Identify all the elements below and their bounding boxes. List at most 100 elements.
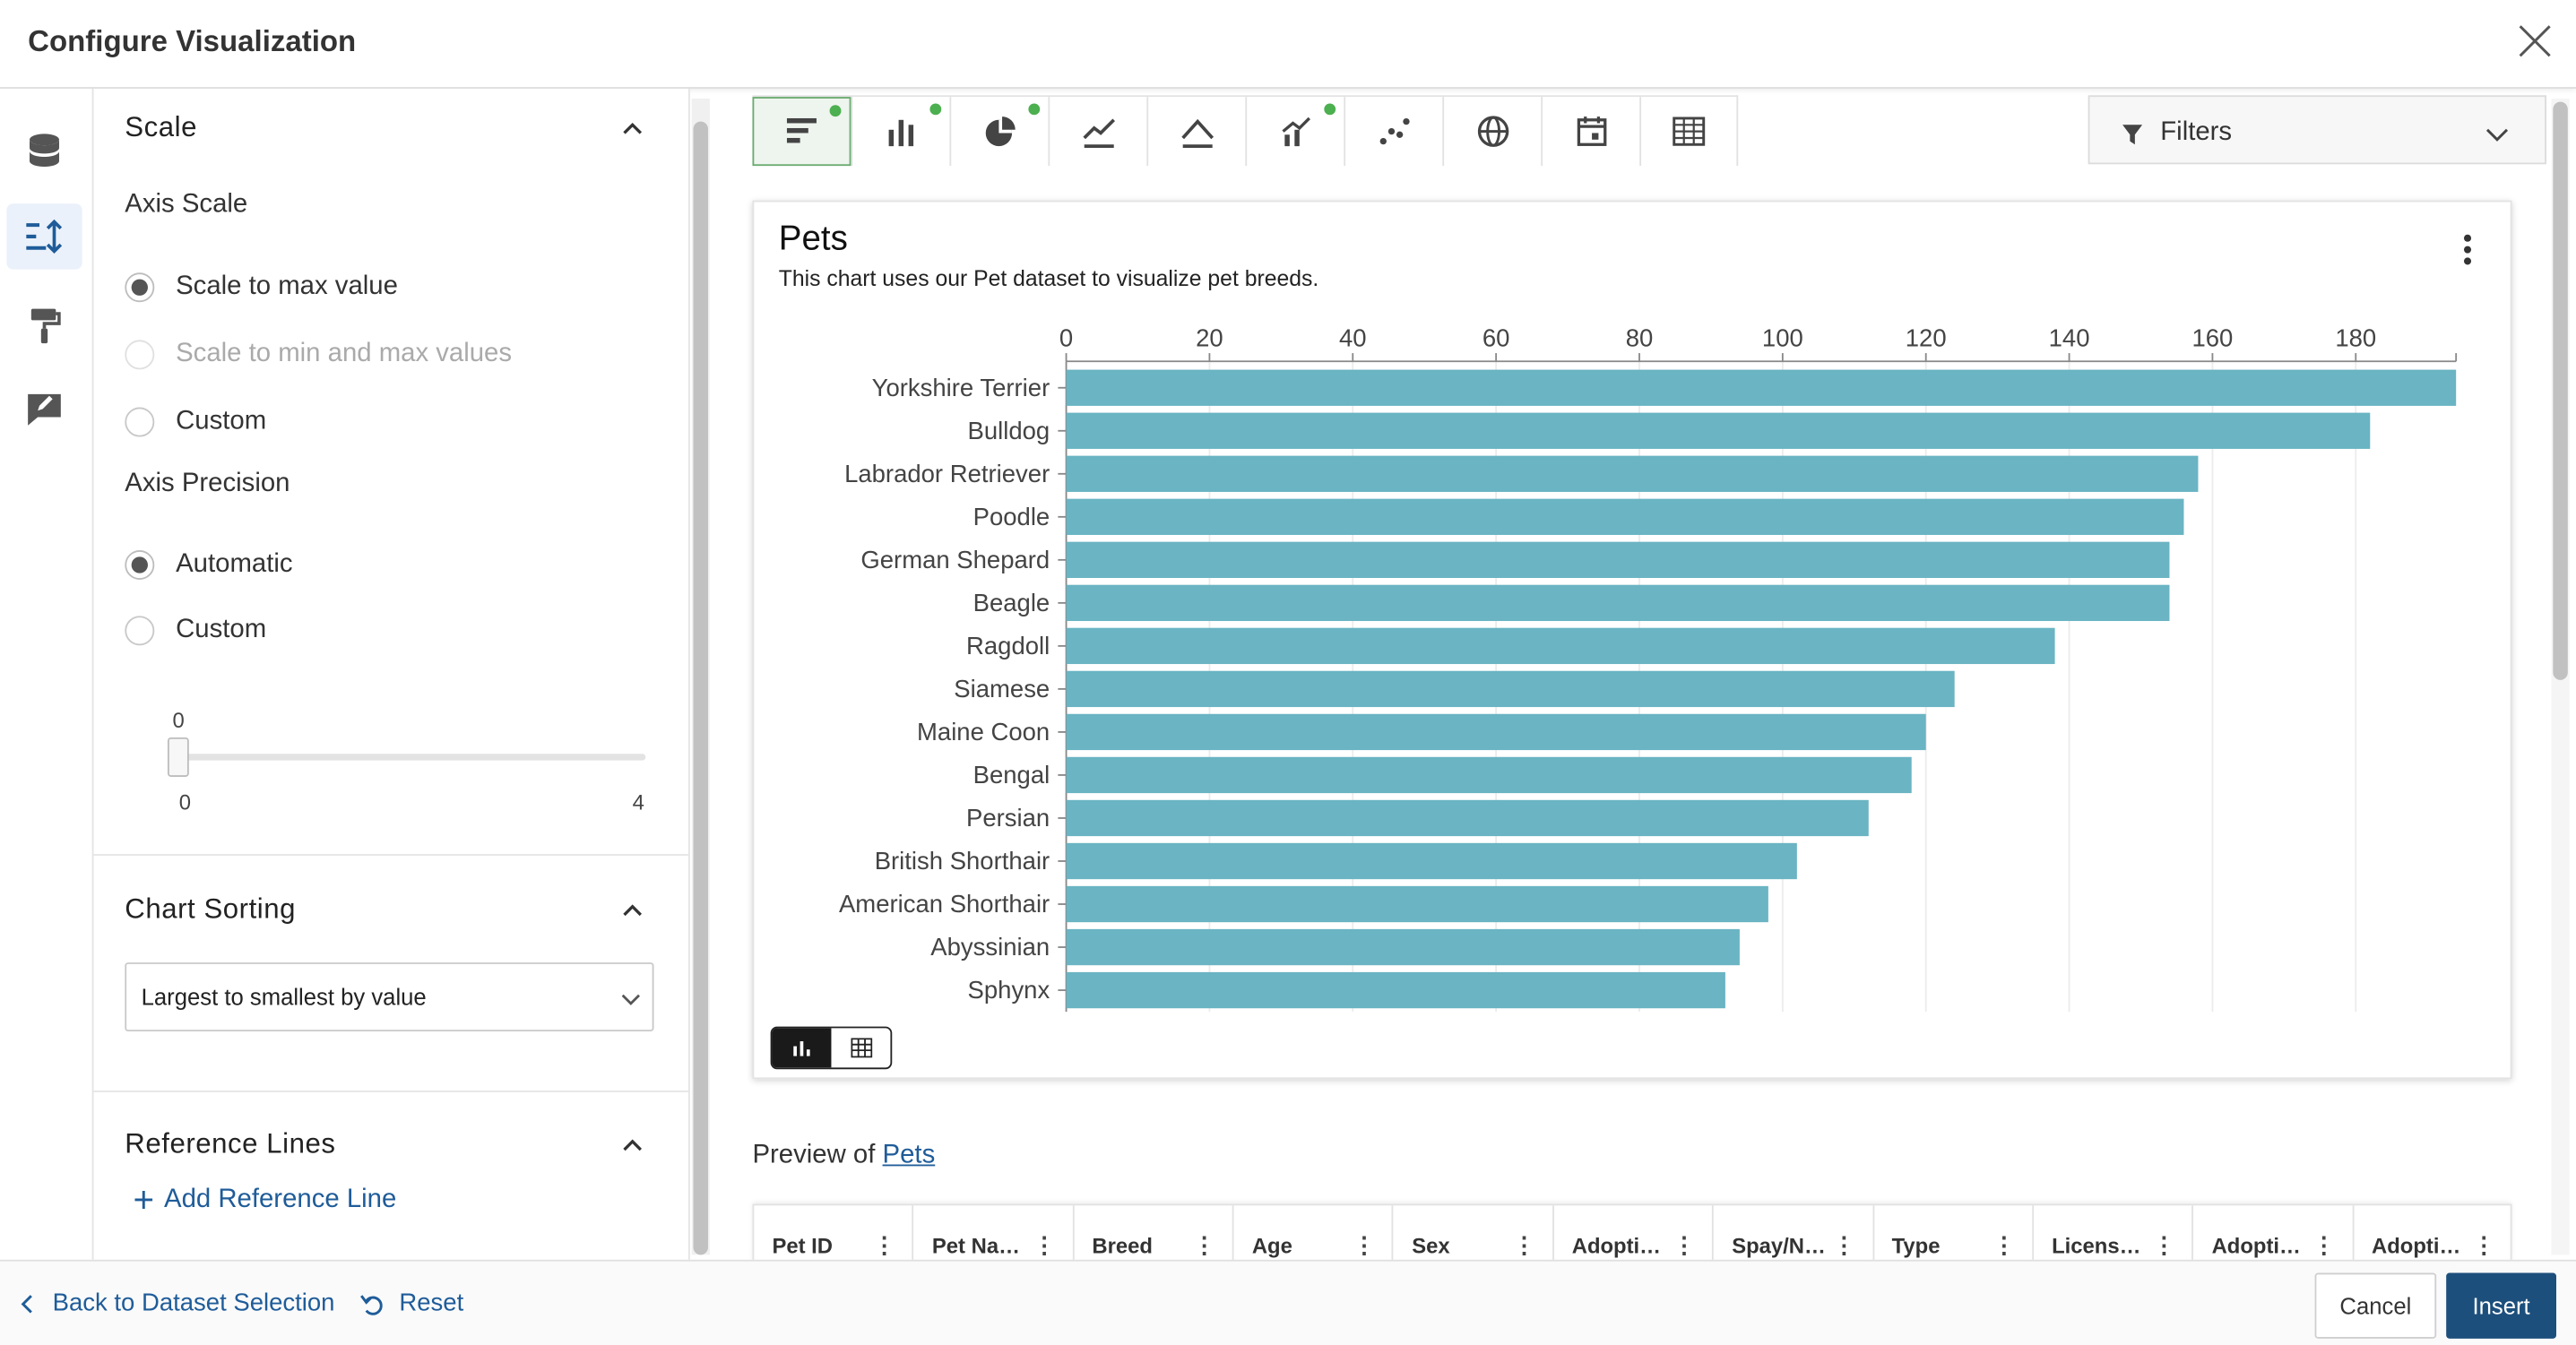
undo-icon bbox=[360, 1294, 383, 1315]
radio-scale-max[interactable]: Scale to max value bbox=[125, 268, 398, 307]
column-menu-icon[interactable]: ⋮ bbox=[2472, 1231, 2496, 1259]
more-options-icon[interactable] bbox=[2456, 231, 2479, 267]
precision-slider-track[interactable] bbox=[176, 754, 646, 761]
map-chart-button[interactable] bbox=[1442, 97, 1542, 167]
column-header-label: Adopti… bbox=[2372, 1233, 2461, 1259]
area-chart-button[interactable] bbox=[1146, 97, 1246, 167]
column-menu-icon[interactable]: ⋮ bbox=[1832, 1231, 1856, 1259]
x-tick-label: 180 bbox=[2335, 324, 2376, 352]
database-icon[interactable] bbox=[6, 118, 82, 184]
column-menu-icon[interactable]: ⋮ bbox=[2312, 1231, 2336, 1259]
reference-lines-title: Reference Lines bbox=[125, 1128, 336, 1160]
axis-scale-label: Axis Scale bbox=[125, 190, 248, 219]
panel-scrollbar[interactable] bbox=[691, 98, 710, 1255]
reset-button[interactable]: Reset bbox=[359, 1289, 463, 1317]
close-icon[interactable] bbox=[2513, 20, 2556, 63]
chevron-up-icon[interactable] bbox=[619, 1132, 645, 1158]
x-tick-label: 100 bbox=[1762, 324, 1803, 352]
back-to-dataset-button[interactable]: Back to Dataset Selection bbox=[18, 1289, 334, 1317]
radio-button[interactable] bbox=[125, 340, 155, 370]
radio-scale-min-max[interactable]: Scale to min and max values bbox=[125, 335, 512, 375]
scrollbar-thumb[interactable] bbox=[693, 121, 708, 1255]
chevron-up-icon[interactable] bbox=[619, 115, 645, 141]
combo-chart-button[interactable] bbox=[1245, 97, 1344, 167]
horizontal-bar-chart-button[interactable] bbox=[752, 97, 851, 167]
table-column-header[interactable]: Breed ⋮ bbox=[1074, 1205, 1234, 1262]
chart-type-toolbar bbox=[752, 95, 1739, 167]
radio-button[interactable] bbox=[125, 616, 155, 646]
format-paint-icon[interactable] bbox=[6, 292, 82, 358]
chevron-up-icon[interactable] bbox=[619, 897, 645, 923]
x-tick-label: 0 bbox=[1059, 324, 1073, 352]
scatter-chart-icon bbox=[1379, 117, 1409, 145]
pie-chart-icon bbox=[984, 116, 1015, 147]
column-menu-icon[interactable]: ⋮ bbox=[1673, 1231, 1696, 1259]
column-menu-icon[interactable]: ⋮ bbox=[872, 1231, 896, 1259]
scatter-chart-button[interactable] bbox=[1344, 97, 1443, 167]
column-menu-icon[interactable]: ⋮ bbox=[1353, 1231, 1376, 1259]
add-reference-line-button[interactable]: + Add Reference Line bbox=[133, 1179, 396, 1220]
table-column-header[interactable]: Spay/N… ⋮ bbox=[1714, 1205, 1874, 1262]
calendar-chart-button[interactable] bbox=[1541, 97, 1640, 167]
column-menu-icon[interactable]: ⋮ bbox=[2152, 1231, 2176, 1259]
column-menu-icon[interactable]: ⋮ bbox=[1993, 1231, 2016, 1259]
table-column-header[interactable]: Type ⋮ bbox=[1873, 1205, 2034, 1262]
line-chart-button[interactable] bbox=[1048, 97, 1147, 167]
scrollbar-thumb[interactable] bbox=[2553, 101, 2568, 680]
filters-dropdown[interactable]: Filters bbox=[2088, 95, 2546, 165]
reset-label: Reset bbox=[399, 1289, 464, 1317]
radio-precision-automatic[interactable]: Automatic bbox=[125, 546, 293, 585]
table-column-header[interactable]: Sex ⋮ bbox=[1394, 1205, 1554, 1262]
preview-dataset-link[interactable]: Pets bbox=[882, 1141, 936, 1170]
table-column-header[interactable]: Pet ID ⋮ bbox=[754, 1205, 914, 1262]
radio-scale-custom[interactable]: Custom bbox=[125, 402, 266, 442]
column-header-label: Pet ID bbox=[772, 1233, 833, 1259]
radio-button[interactable] bbox=[125, 550, 155, 581]
table-chart-button[interactable] bbox=[1639, 97, 1739, 167]
cancel-button[interactable]: Cancel bbox=[2314, 1272, 2437, 1339]
column-chart-button[interactable] bbox=[851, 97, 950, 167]
active-dot bbox=[829, 105, 842, 117]
axis-precision-label: Axis Precision bbox=[125, 470, 290, 498]
x-tick-label: 80 bbox=[1626, 324, 1654, 352]
column-menu-icon[interactable]: ⋮ bbox=[1512, 1231, 1536, 1259]
chart-view-button[interactable] bbox=[772, 1028, 832, 1068]
pie-chart-button[interactable] bbox=[949, 97, 1049, 167]
radio-label: Scale to min and max values bbox=[176, 340, 513, 368]
table-column-header[interactable]: Adopti… ⋮ bbox=[2193, 1205, 2354, 1262]
column-header-label: Breed bbox=[1092, 1233, 1153, 1259]
slider-min-label: 0 bbox=[178, 789, 192, 815]
column-menu-icon[interactable]: ⋮ bbox=[1033, 1231, 1057, 1259]
bar bbox=[1066, 713, 1926, 751]
table-column-header[interactable]: Age ⋮ bbox=[1234, 1205, 1395, 1262]
y-tick-label: Bengal bbox=[973, 761, 1050, 789]
active-dot bbox=[1028, 103, 1041, 116]
main-scrollbar[interactable] bbox=[2551, 98, 2570, 1255]
bar bbox=[1066, 455, 2199, 492]
plus-icon: + bbox=[133, 1179, 155, 1220]
table-icon bbox=[1673, 116, 1706, 146]
table-column-header[interactable]: Pet Na… ⋮ bbox=[914, 1205, 1075, 1262]
chart-view-toggle bbox=[770, 1026, 893, 1070]
radio-button[interactable] bbox=[125, 407, 155, 437]
precision-slider-handle[interactable] bbox=[167, 737, 189, 777]
radio-button[interactable] bbox=[125, 272, 155, 303]
chart-sorting-select[interactable]: Largest to smallest by value bbox=[125, 962, 654, 1032]
annotate-icon[interactable] bbox=[6, 376, 82, 442]
table-view-button[interactable] bbox=[831, 1028, 890, 1067]
table-column-header[interactable]: Licens… ⋮ bbox=[2034, 1205, 2194, 1262]
map-globe-icon bbox=[1476, 116, 1508, 147]
select-value: Largest to smallest by value bbox=[141, 983, 427, 1011]
table-column-header[interactable]: Adopti… ⋮ bbox=[1554, 1205, 1715, 1262]
bar bbox=[1066, 498, 2184, 535]
insert-button[interactable]: Insert bbox=[2446, 1272, 2556, 1339]
table-column-header[interactable]: Adopti… ⋮ bbox=[2354, 1205, 2511, 1261]
axis-settings-icon[interactable] bbox=[6, 203, 82, 270]
line-chart-icon bbox=[1082, 118, 1115, 148]
column-menu-icon[interactable]: ⋮ bbox=[1192, 1231, 1216, 1259]
radio-label: Custom bbox=[176, 616, 267, 644]
radio-precision-custom[interactable]: Custom bbox=[125, 611, 266, 651]
y-tick-label: Ragdoll bbox=[966, 632, 1050, 660]
column-chart-icon bbox=[887, 119, 913, 147]
calendar-icon bbox=[1576, 116, 1606, 146]
